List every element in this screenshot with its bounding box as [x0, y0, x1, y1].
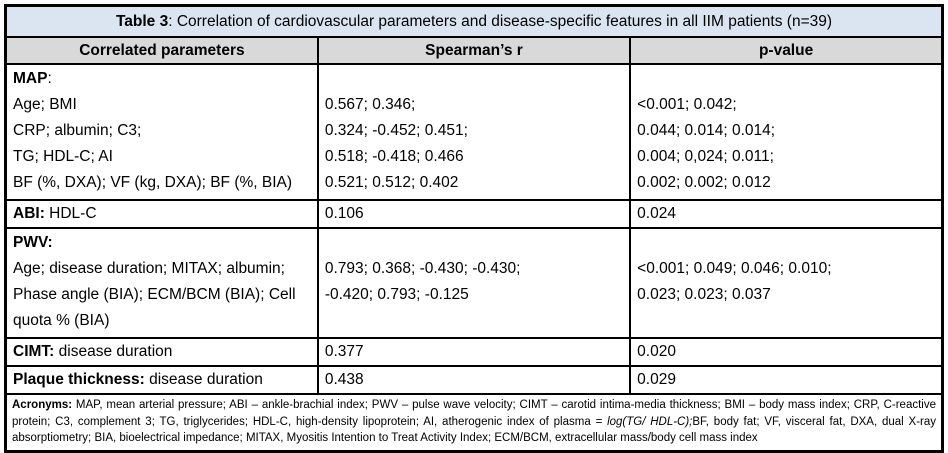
abi-label: ABI: [13, 205, 45, 222]
plaque-label: Plaque thickness: [13, 371, 145, 388]
table-number: Table 3 [115, 12, 169, 30]
table-3: Table 3: Correlation of cardiovascular p… [4, 4, 944, 453]
table-row-plaque-thickness: Plaque thickness: disease duration 0.438… [4, 365, 944, 395]
table-title-row: Table 3: Correlation of cardiovascular p… [4, 4, 944, 38]
map-parameter-lines: Age; BMI CRP; albumin; C3; TG; HDL-C; AI… [13, 96, 293, 191]
table-header-row: Correlated parameters Spearman’s r p-val… [4, 36, 944, 65]
pwv-parameter-lines: Age; disease duration; MITAX; albumin; P… [13, 260, 296, 329]
acronyms-footnote: Acronyms: MAP, mean arterial pressure; A… [4, 393, 944, 452]
col-header-p-value: p-value [629, 36, 944, 65]
cimt-pvalue-cell: 0.020 [629, 337, 944, 367]
col-header-correlated-parameters: Correlated parameters [4, 36, 319, 65]
cimt-label: CIMT: [13, 343, 55, 360]
plaque-parameters-cell: Plaque thickness: disease duration [4, 365, 319, 395]
map-label: MAP [13, 70, 48, 87]
map-spearman-cell: 0.567; 0.346; 0.324; -0.452; 0.451; 0.51… [316, 63, 632, 201]
cimt-parameter-text: disease duration [54, 343, 173, 360]
pwv-label-line: PWV: [13, 230, 311, 256]
cimt-parameters-cell: CIMT: disease duration [4, 337, 319, 367]
pwv-label: PWV: [13, 234, 53, 251]
cimt-spearman-cell: 0.377 [316, 337, 632, 367]
map-parameters-cell: MAP: Age; BMI CRP; albumin; C3; TG; HDL-… [4, 63, 319, 201]
table-title-text: : Correlation of cardiovascular paramete… [168, 12, 833, 30]
abi-parameter-text: HDL-C [44, 205, 97, 222]
map-label-line: MAP: [13, 66, 311, 92]
table-title: Table 3: Correlation of cardiovascular p… [4, 4, 944, 38]
table-row-pwv: PWV: Age; disease duration; MITAX; album… [4, 227, 944, 339]
plaque-parameter-text: disease duration [144, 371, 263, 388]
plaque-pvalue-cell: 0.029 [629, 365, 944, 395]
pwv-pvalue-cell: <0.001; 0.049; 0.046; 0.010; 0.023; 0.02… [629, 227, 944, 339]
plaque-spearman-cell: 0.438 [316, 365, 632, 395]
pwv-spearman-cell: 0.793; 0.368; -0.430; -0.430; -0.420; 0.… [316, 227, 632, 339]
abi-spearman-cell: 0.106 [316, 199, 632, 229]
acronyms-label: Acronyms: [12, 399, 73, 411]
abi-parameters-cell: ABI: HDL-C [4, 199, 319, 229]
table-row-cimt: CIMT: disease duration 0.377 0.020 [4, 337, 944, 367]
col-header-spearmans-r: Spearman’s r [316, 36, 632, 65]
acronyms-text-1: MAP, mean arterial pressure; ABI – ankle… [12, 399, 936, 428]
table-row-abi: ABI: HDL-C 0.106 0.024 [4, 199, 944, 229]
pwv-parameters-cell: PWV: Age; disease duration; MITAX; album… [4, 227, 319, 339]
map-pvalue-cell: <0.001; 0.042; 0.044; 0.014; 0.014; 0.00… [629, 63, 944, 201]
footnote-row: Acronyms: MAP, mean arterial pressure; A… [4, 393, 944, 452]
acronyms-formula-italic: = log(TG/ HDL-C); [595, 415, 693, 428]
table-row-map: MAP: Age; BMI CRP; albumin; C3; TG; HDL-… [4, 63, 944, 201]
map-label-colon: : [47, 70, 52, 87]
abi-pvalue-cell: 0.024 [629, 199, 944, 229]
